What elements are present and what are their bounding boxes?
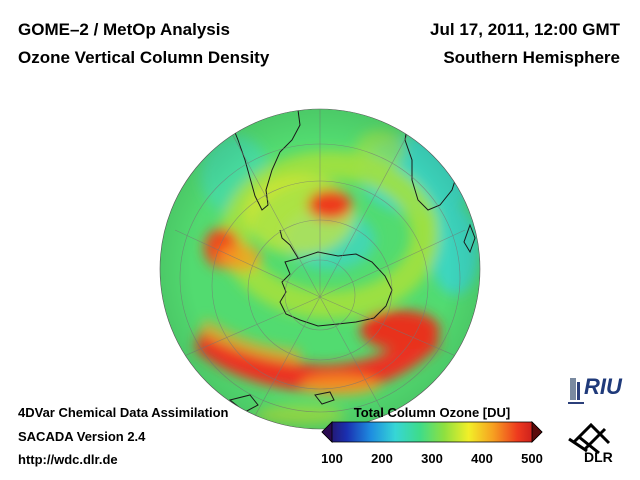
- datetime-label: Jul 17, 2011, 12:00 GMT: [430, 20, 620, 39]
- title-line1: GOME–2 / MetOp Analysis: [18, 20, 230, 39]
- colorbar-title: Total Column Ozone [DU]: [353, 405, 511, 420]
- dlr-logo: [568, 422, 611, 455]
- colorbar: Total Column Ozone [DU]: [318, 405, 546, 475]
- riu-logo-text: RIU: [584, 374, 622, 399]
- dlr-logo-text: DLR: [584, 449, 613, 465]
- colorbar-gradient: [321, 421, 543, 443]
- ozone-field: [160, 109, 480, 429]
- title-line2: Ozone Vertical Column Density: [18, 48, 270, 67]
- region-label: Southern Hemisphere: [443, 48, 620, 67]
- colorbar-low-arrow: [321, 421, 333, 443]
- colorbar-tick-label: 300: [421, 451, 443, 466]
- colorbar-tick-label: 200: [371, 451, 393, 466]
- riu-logo: [568, 378, 584, 404]
- colorbar-tick-label: 100: [321, 451, 343, 466]
- colorbar-tick-label: 500: [521, 451, 543, 466]
- colorbar-tick-label: 400: [471, 451, 493, 466]
- url-label: http://wdc.dlr.de: [18, 452, 118, 467]
- version-label: SACADA Version 2.4: [18, 429, 146, 444]
- colorbar-scale: [321, 421, 543, 443]
- method-label: 4DVar Chemical Data Assimilation: [18, 405, 229, 420]
- colorbar-high-arrow: [531, 421, 543, 443]
